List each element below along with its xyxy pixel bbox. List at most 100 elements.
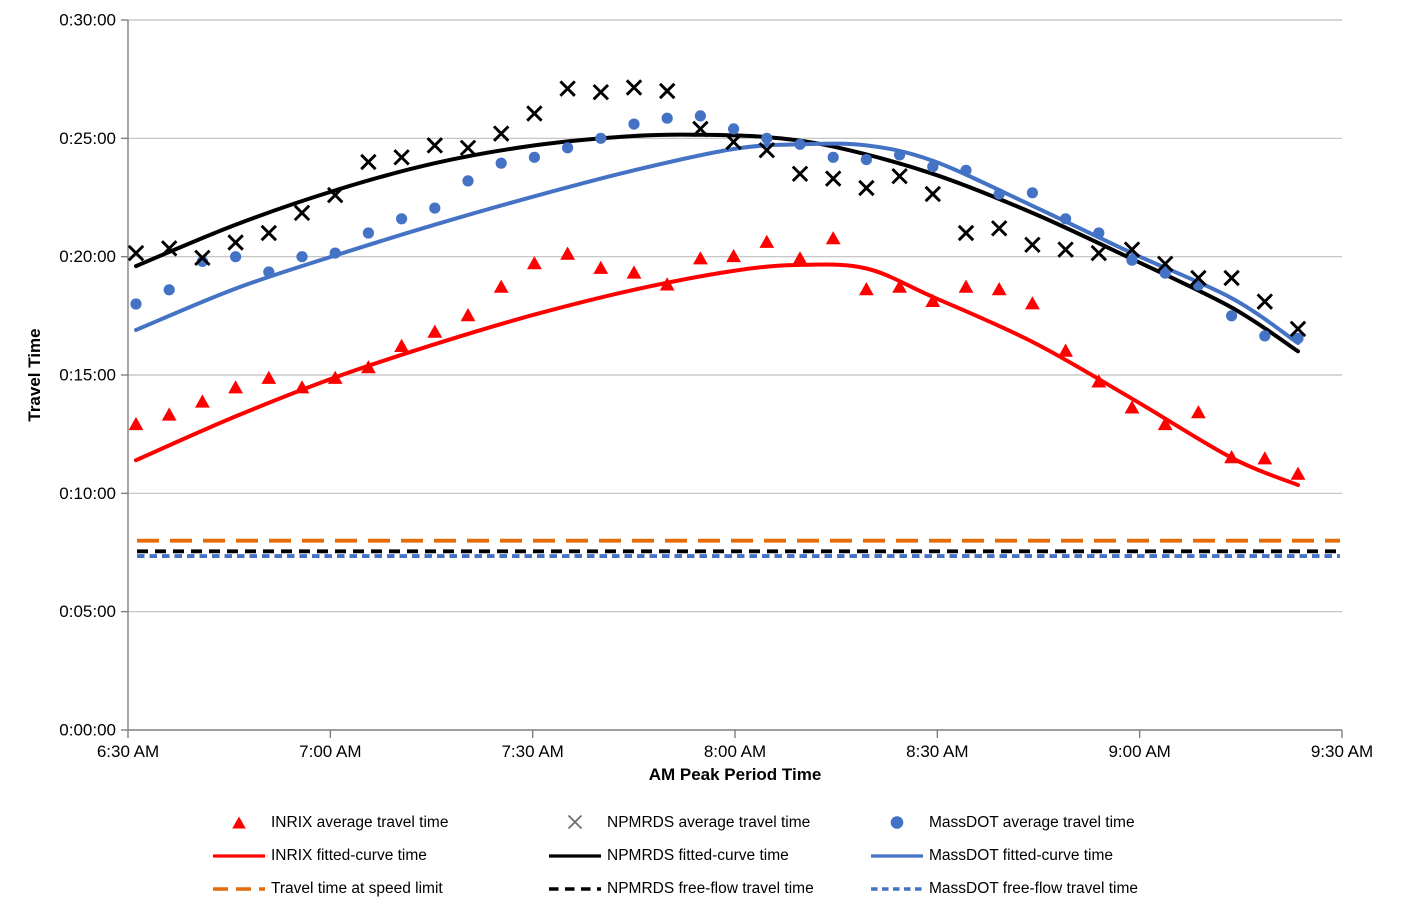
inrix-avg-point [659, 277, 675, 291]
npmrds-avg-point [1190, 269, 1207, 287]
massdot-avg-point [263, 266, 275, 278]
massdot-avg-point [562, 142, 574, 154]
npmrds-avg-point [592, 83, 610, 101]
npmrds-avg-point [1024, 236, 1041, 254]
solid-line-icon [549, 853, 601, 858]
massdot-avg-point [1126, 254, 1138, 266]
massdot-avg-point [163, 284, 175, 296]
npmrds-avg-point [924, 185, 942, 203]
dash-line-icon [549, 886, 601, 891]
inrix-avg-point [925, 293, 941, 307]
massdot-avg-point [894, 149, 906, 161]
inrix-avg-point [859, 282, 874, 296]
massdot-avg-point [329, 247, 341, 259]
massdot-avg-point [528, 151, 541, 163]
npmrds-avg-point [891, 167, 908, 185]
inrix-avg-point [161, 407, 177, 421]
legend-item-npmrds-average: NPMRDS average travel time [548, 813, 870, 833]
inrix-avg-point [493, 279, 509, 293]
npmrds-avg-point [858, 179, 875, 197]
short-dash-line-icon [871, 886, 923, 891]
npmrds-avg-point [957, 224, 975, 242]
inrix-avg-point [527, 256, 542, 270]
massdot-avg-point [362, 227, 374, 239]
y-tick-label: 0:15:00 [59, 366, 116, 385]
npmrds-avg-point [625, 79, 643, 96]
solid-line-icon [871, 853, 923, 858]
inrix-avg-point [1025, 296, 1040, 310]
inrix-avg-point [560, 246, 575, 260]
massdot-avg-point [794, 138, 806, 150]
inrix-avg-point [1058, 343, 1073, 357]
x-tick-label: 9:30 AM [1311, 742, 1373, 761]
massdot-avg-point [960, 164, 972, 176]
inrix-avg-point [228, 380, 243, 394]
long-dash-line-icon [213, 886, 265, 891]
inrix-avg-point [195, 394, 210, 408]
legend-label: MassDOT free-flow travel time [929, 879, 1139, 897]
inrix-avg-point [825, 231, 841, 245]
npmrds-avg-point [1123, 241, 1141, 258]
massdot-avg-point [396, 213, 408, 225]
inrix-avg-point [1157, 416, 1173, 431]
massdot-avg-point [827, 151, 839, 163]
npmrds-avg-point [1256, 293, 1274, 310]
npmrds-avg-point [758, 141, 776, 159]
inrix-avg-point [361, 360, 376, 374]
massdot-avg-point [429, 202, 441, 214]
y-axis-title: Travel Time [25, 328, 44, 421]
massdot-avg-point [860, 154, 873, 166]
npmrds-avg-point [1156, 255, 1174, 273]
x-tick-label: 9:00 AM [1108, 742, 1170, 761]
inrix-avg-point [792, 251, 808, 265]
npmrds-avg-point [658, 82, 676, 100]
inrix-avg-point [626, 265, 642, 279]
legend-label: NPMRDS free-flow travel time [607, 879, 814, 897]
inrix-avg-point [958, 279, 974, 293]
massdot-avg-point [595, 132, 607, 144]
npmrds-avg-point [559, 80, 576, 97]
y-tick-label: 0:30:00 [59, 11, 116, 30]
massdot-avg-point [1259, 330, 1271, 342]
npmrds-avg-point [526, 105, 543, 122]
npmrds-avg-point [692, 120, 709, 138]
legend-label: NPMRDS fitted-curve time [607, 846, 789, 864]
massdot-avg-point [694, 110, 707, 122]
y-tick-label: 0:10:00 [59, 484, 116, 503]
npmrds-avg-point [1090, 244, 1108, 262]
inrix-avg-point [726, 248, 741, 263]
inrix-avg-point [1124, 400, 1140, 414]
massdot-avg-point [296, 251, 308, 263]
legend: INRIX average travel time NPMRDS average… [212, 806, 1200, 905]
x-tick-label: 8:00 AM [704, 742, 766, 761]
inrix-avg-point [294, 380, 310, 394]
legend-label: Travel time at speed limit [271, 879, 443, 897]
inrix-avg-point [892, 279, 907, 293]
inrix-avg-point [460, 308, 476, 322]
legend-label: MassDOT fitted-curve time [929, 846, 1114, 864]
legend-item-inrix-fitted: INRIX fitted-curve time [212, 846, 548, 866]
legend-item-speed-limit: Travel time at speed limit [212, 879, 548, 899]
npmrds-avg-point [326, 186, 344, 204]
npmrds-avg-point [1223, 269, 1240, 287]
inrix-avg-point [991, 282, 1007, 296]
triangle-marker-icon [232, 816, 246, 828]
massdot-avg-point [1292, 332, 1304, 344]
npmrds-avg-point [393, 149, 410, 166]
npmrds-avg-point [127, 244, 145, 262]
npmrds-avg-point [360, 153, 377, 171]
legend-item-npmrds-fitted: NPMRDS fitted-curve time [548, 846, 870, 866]
npmrds-avg-point [194, 249, 211, 267]
x-marker-icon [567, 814, 583, 829]
massdot-avg-point [993, 188, 1005, 200]
npmrds-avg-point [824, 170, 842, 187]
legend-label: MassDOT average travel time [929, 813, 1135, 831]
massdot-avg-point [495, 157, 507, 169]
massdot-avg-point [1060, 213, 1072, 225]
inrix-avg-point [128, 416, 144, 431]
massdot-avg-point [628, 118, 640, 130]
x-tick-label: 8:30 AM [906, 742, 968, 761]
npmrds-avg-point [725, 133, 742, 151]
y-tick-label: 0:25:00 [59, 129, 116, 148]
